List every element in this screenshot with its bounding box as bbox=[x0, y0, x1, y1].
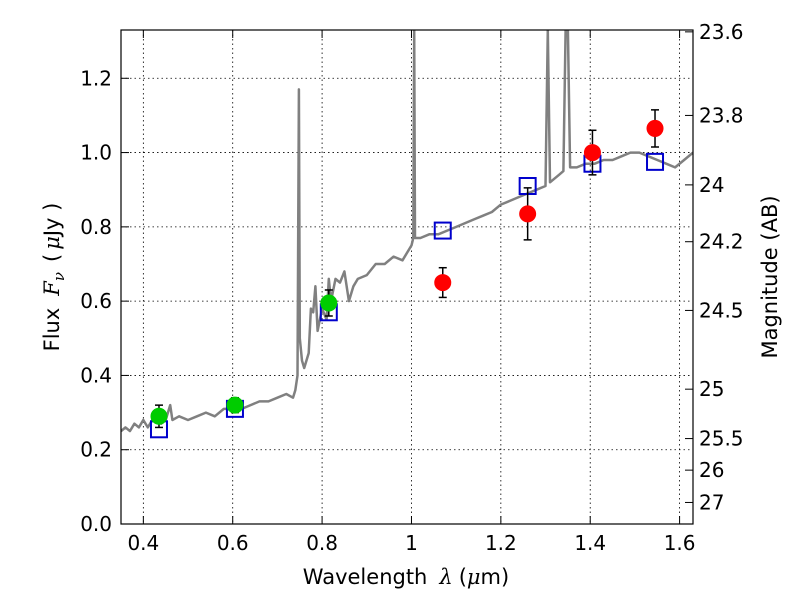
y-tick-label: 0.0 bbox=[80, 512, 112, 536]
data-point-circle bbox=[434, 274, 452, 292]
y-axis-title: FluxFν(μJy ) bbox=[40, 203, 68, 352]
x-tick-label: 0.6 bbox=[217, 531, 249, 555]
data-point-circle bbox=[320, 294, 338, 312]
plot-area bbox=[121, 30, 693, 439]
y2-tick-label: 24.2 bbox=[699, 230, 744, 254]
y2-tick-label: 26 bbox=[699, 458, 724, 482]
x-tick-label: 1.6 bbox=[664, 531, 696, 555]
x-tick-label: 0.4 bbox=[127, 531, 159, 555]
y-tick-label: 0.8 bbox=[80, 215, 112, 239]
x-tick-label: 1.4 bbox=[574, 531, 606, 555]
y2-axis-title: Magnitude (AB) bbox=[758, 195, 782, 358]
axis-ticks: 0.4 0.6 0.8 1 1.2 1.4 1.6 0.0 0.2 0.4 0.6 0.8 1.0 1.2… bbox=[80, 20, 743, 555]
y-tick-label: 0.2 bbox=[80, 438, 112, 462]
y2-tick-label: 23.8 bbox=[699, 103, 744, 127]
model-point-square bbox=[433, 221, 452, 240]
x-tick-label: 1 bbox=[405, 531, 418, 555]
y2-tick-label: 24 bbox=[699, 173, 724, 197]
y-tick-label: 1.2 bbox=[80, 66, 112, 90]
y-tick-label: 0.4 bbox=[80, 363, 112, 387]
model-point-square bbox=[646, 152, 665, 171]
plot-frame bbox=[120, 29, 694, 525]
data-point-circle bbox=[519, 205, 537, 223]
y2-tick-label: 25.5 bbox=[699, 427, 744, 451]
grid bbox=[121, 30, 693, 525]
y2-tick-label: 24.5 bbox=[699, 298, 744, 322]
y2-tick-label: 25 bbox=[699, 377, 724, 401]
x-tick-label: 1.2 bbox=[485, 531, 517, 555]
data-point-circle bbox=[226, 396, 244, 414]
data-point-circle bbox=[583, 144, 601, 162]
y-tick-label: 1.0 bbox=[80, 141, 112, 165]
x-tick-label: 0.8 bbox=[306, 531, 338, 555]
data-point-circle bbox=[646, 119, 664, 137]
data-point-circle bbox=[150, 407, 168, 425]
y2-tick-label: 27 bbox=[699, 490, 724, 514]
y2-tick-label: 23.6 bbox=[699, 20, 744, 44]
x-axis-title: Wavelength λ (μm) bbox=[303, 565, 509, 589]
y-tick-label: 0.6 bbox=[80, 289, 112, 313]
spectrum-line bbox=[121, 30, 693, 433]
